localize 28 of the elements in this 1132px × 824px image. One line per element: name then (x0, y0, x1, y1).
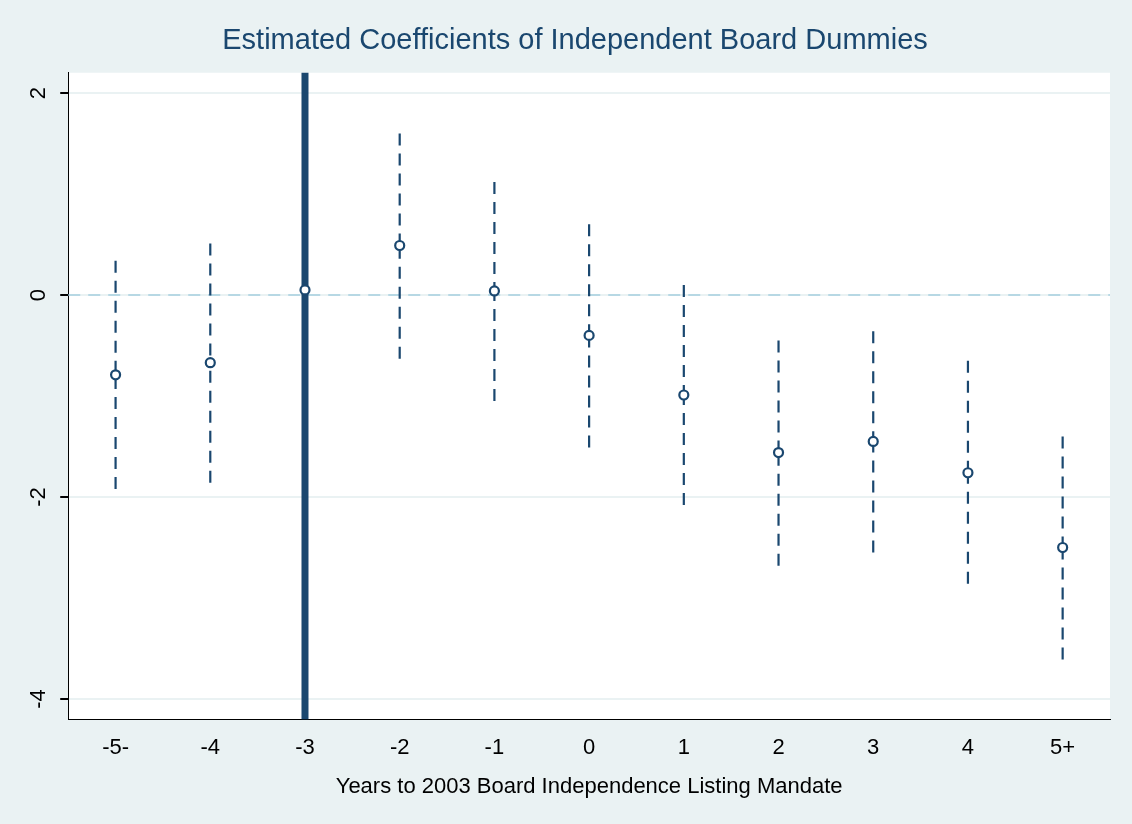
point (678, 389, 690, 401)
x-tick-label: -3 (295, 734, 315, 760)
x-tick-label: 1 (677, 734, 690, 760)
point (1057, 541, 1069, 554)
point (488, 285, 501, 297)
point (962, 467, 974, 479)
point (867, 435, 879, 448)
point (772, 446, 785, 459)
x-tick-label: 5+ (1050, 734, 1076, 760)
point (583, 329, 595, 341)
x-tick-label: 3 (867, 734, 880, 760)
point (299, 284, 311, 296)
y-tick-label: 2 (25, 86, 51, 100)
x-tick-label: 0 (582, 734, 596, 760)
x-tick-label: -5- (102, 734, 130, 760)
x-tick-label: 4 (961, 734, 975, 760)
x-tick-label: -4 (200, 734, 221, 760)
y-tick-label: -4 (25, 689, 51, 709)
point (204, 357, 216, 369)
x-axis-title: Years to 2003 Board Independence Listing Mandate (335, 772, 843, 798)
y-tick-label: -2 (25, 487, 51, 507)
point (109, 369, 122, 381)
point (394, 239, 406, 252)
x-tick-label: -2 (389, 734, 410, 760)
x-tick-label: -1 (484, 734, 505, 760)
chart-title: Estimated Coefficients of Independent Board Dummies (222, 23, 928, 56)
x-tick-label: 2 (772, 734, 785, 760)
y-tick-label: 0 (25, 288, 51, 302)
